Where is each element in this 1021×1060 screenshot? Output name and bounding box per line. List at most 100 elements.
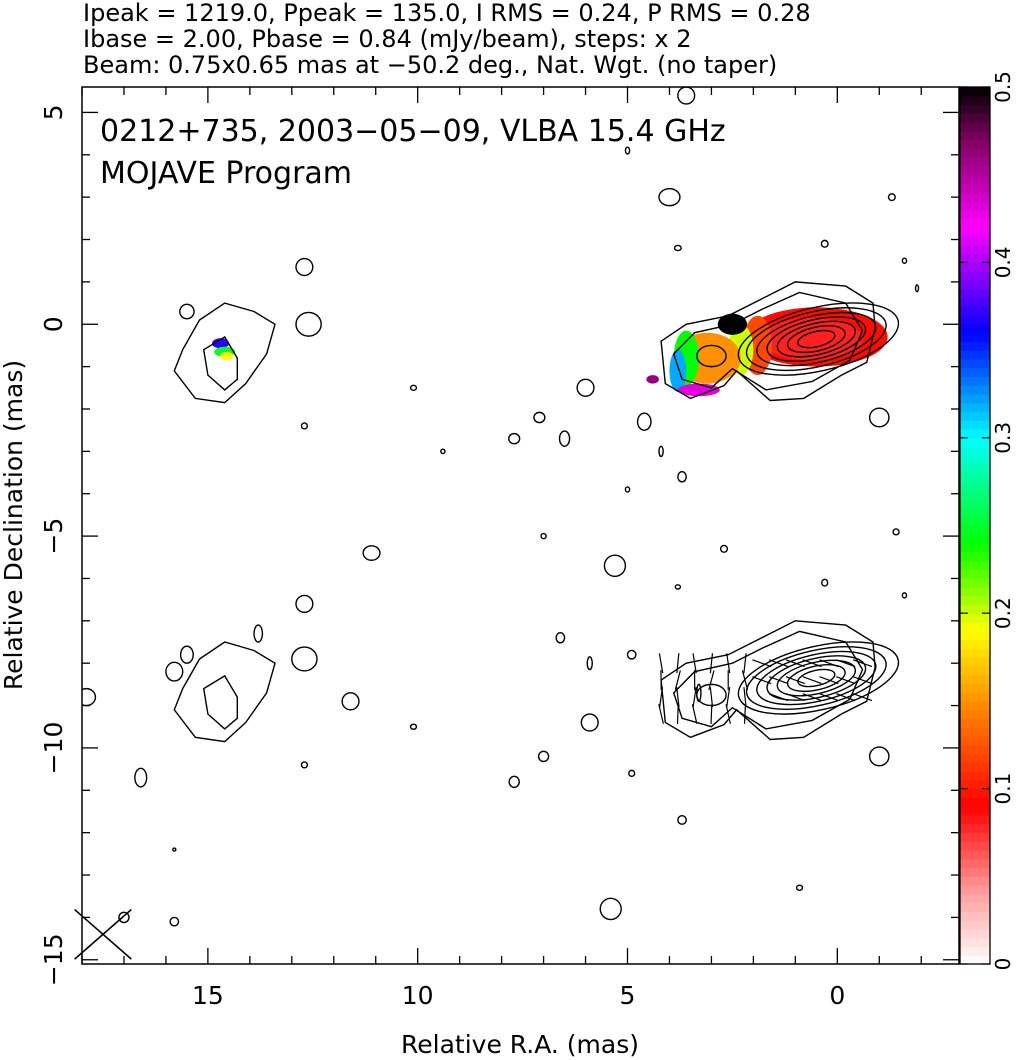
colorbar-cell-43: [960, 578, 990, 588]
colorbar-cell-83: [960, 227, 990, 237]
colorbar-tick-label-1: 0.1: [991, 773, 1015, 805]
evpa-vector-35: [692, 653, 697, 674]
colorbar-cell-82: [960, 236, 990, 246]
evpa-vector-23: [743, 653, 747, 674]
colorbar-cell-22: [960, 762, 990, 772]
evpa-vector-29: [709, 687, 714, 708]
colorbar-cell-17: [960, 806, 990, 816]
noise-contour-40: [677, 815, 687, 825]
colorbar-cell-99: [960, 87, 990, 97]
panel-2-western-component-outer: [173, 641, 276, 743]
evpa-vector-3: [836, 693, 856, 702]
colorbar-cell-16: [960, 814, 990, 825]
noise-contour-0: [677, 87, 696, 105]
evpa-vector-37: [676, 687, 680, 708]
colorbar-cell-36: [960, 639, 990, 649]
evpa-vector-5: [836, 659, 856, 668]
evpa-vector-39: [676, 653, 680, 674]
x-tick-label-0: 0: [829, 981, 845, 1010]
plot-area: [74, 86, 960, 965]
colorbar-cell-89: [960, 174, 990, 185]
colorbar-cell-72: [960, 323, 990, 334]
y-tick-label--5: −5: [39, 518, 68, 555]
evpa-vector-12: [785, 693, 805, 702]
colorbar-cell-7: [960, 893, 990, 904]
x-tick-label-5: 5: [620, 981, 636, 1010]
evpa-vector-28: [710, 704, 713, 725]
colorbar-cell-75: [960, 297, 990, 307]
x-tick-label-10: 10: [402, 981, 434, 1010]
evpa-vector-38: [674, 670, 681, 690]
evpa-vector-24: [725, 704, 731, 724]
noise-contour-55: [172, 847, 177, 852]
colorbar-cell-10: [960, 867, 990, 877]
noise-contour-10: [508, 432, 521, 445]
colorbar-cell-62: [960, 411, 990, 421]
noise-contour-35: [821, 578, 829, 587]
colorbar-cell-6: [960, 902, 990, 912]
colorbar-cell-79: [960, 262, 990, 272]
panel-1-western-component-outer: [173, 302, 276, 404]
panel-1-jet-knot-contour: [696, 344, 727, 368]
colorbar-cell-3: [960, 928, 990, 939]
evpa-vector-22: [741, 670, 749, 690]
program-annotation: MOJAVE Program: [100, 156, 352, 191]
noise-contour-45: [341, 692, 360, 711]
panel-1-western-component-inner: [202, 336, 238, 391]
colorbar-cell-59: [960, 437, 990, 448]
colorbar-cell-96: [960, 113, 990, 123]
evpa-vector-6: [819, 693, 839, 702]
colorbar-cell-41: [960, 595, 990, 606]
colorbar-cell-64: [960, 393, 990, 404]
evpa-vectors: [658, 653, 873, 725]
noise-contour-28: [295, 594, 314, 614]
colorbar-cell-45: [960, 560, 990, 570]
noise-contour-15: [624, 486, 631, 493]
source-annotation: 0212+735, 2003−05−09, VLBA 15.4 GHz: [100, 114, 726, 149]
noise-contour-50: [165, 661, 184, 682]
noise-contour-23: [696, 683, 702, 703]
noise-contour-47: [291, 646, 318, 672]
evpa-vector-9: [802, 693, 822, 702]
colorbar-cell-48: [960, 534, 990, 544]
evpa-vector-2: [852, 659, 873, 668]
x-tick-labels: 15 10 5 0: [192, 981, 845, 1010]
y-tick-label-0: 0: [39, 316, 68, 332]
noise-contour-19: [674, 584, 682, 590]
noise-contour-29: [295, 257, 314, 277]
evpa-vector-36: [676, 704, 679, 725]
colorbar-cell-9: [960, 876, 990, 886]
colorbar-cell-81: [960, 244, 990, 255]
colorbar-cell-77: [960, 279, 990, 290]
colorbar-cell-20: [960, 779, 990, 790]
noise-contour-30: [295, 311, 322, 337]
noise-contour-20: [555, 631, 566, 644]
colorbar-cell-93: [960, 139, 990, 149]
noise-contour-4: [820, 239, 829, 248]
evpa-vector-11: [802, 659, 822, 668]
panel-2-outer-envelope: [660, 620, 876, 741]
plot-frame: [81, 86, 960, 965]
colorbar-cell-63: [960, 402, 990, 413]
colorbar-cell-71: [960, 332, 990, 342]
colorbar-cell-35: [960, 648, 990, 658]
colorbar-cell-68: [960, 358, 990, 369]
colorbar-cell-84: [960, 218, 990, 228]
noise-contour-49: [179, 645, 194, 664]
y-tick-label-5: 5: [39, 104, 68, 120]
noise-contour-25: [440, 448, 446, 455]
colorbar-cell-95: [960, 122, 990, 132]
evpa-vector-8: [819, 659, 839, 668]
evpa-vector-15: [768, 693, 789, 702]
panel-2-core-contour-3: [766, 655, 867, 701]
colorbar-cell-19: [960, 788, 990, 798]
noise-contour-46: [300, 761, 309, 769]
colorbar-cell-47: [960, 543, 990, 553]
noise-contour-27: [362, 545, 381, 561]
y-tick-label--15: −15: [39, 933, 68, 986]
colorbar-frame: [959, 86, 991, 965]
evpa-vector-21: [743, 687, 747, 708]
colorbar-cell-15: [960, 823, 990, 834]
noise-contours: [82, 87, 920, 927]
colorbar-cell-39: [960, 613, 990, 623]
